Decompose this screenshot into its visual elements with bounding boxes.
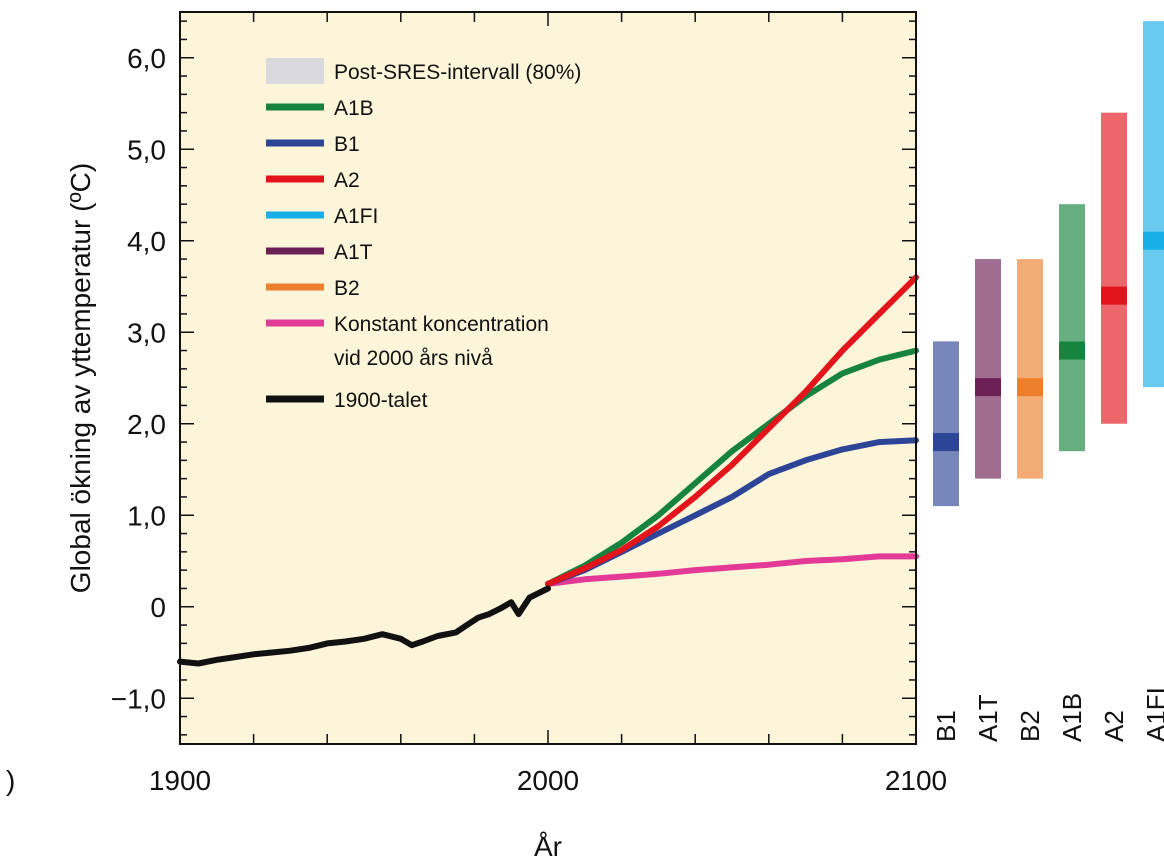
y-tick-label: 5,0 (127, 134, 166, 165)
range-bar-best-a1b (1059, 341, 1085, 360)
y-axis-title: Global ökning av yttemperatur (ºC) (65, 163, 96, 593)
range-bar-label: B2 (1015, 710, 1045, 742)
y-tick-label: 4,0 (127, 226, 166, 257)
legend-label: 1900-talet (334, 389, 428, 412)
x-axis-title: År (534, 831, 562, 862)
range-bar-best-a2 (1101, 286, 1127, 305)
series-line-20th_century (177, 585, 551, 667)
series-line-A1B (545, 347, 919, 587)
range-bar-best-a1t (975, 378, 1001, 397)
legend-label: B2 (334, 277, 360, 300)
legend-label: B1 (334, 133, 360, 156)
range-bar-a1t (975, 259, 1001, 479)
x-tick-label: 1900 (149, 765, 211, 796)
range-bar-label: A1FI (1141, 687, 1164, 742)
range-bar-label: A1T (973, 694, 1003, 742)
x-tick-label: 2100 (885, 765, 947, 796)
legend-label: A1FI (334, 205, 378, 228)
series-line-commitment (545, 553, 919, 587)
range-bar-label: A1B (1057, 693, 1087, 742)
legend-label: A1T (334, 241, 373, 264)
range-bar-best-b2 (1017, 378, 1043, 397)
range-bar-b2 (1017, 259, 1043, 479)
scenario-range-bars: B1 A1T B2 A1B A2 A1FI (931, 21, 1164, 742)
stray-tick-label: ) (6, 765, 15, 796)
y-tick-label: 1,0 (127, 500, 166, 531)
range-bar-b1 (933, 341, 959, 507)
range-bar-a1fi (1143, 21, 1164, 388)
legend-label: Post-SRES-intervall (80%) (334, 61, 581, 84)
y-tick-label: 0 (150, 592, 166, 623)
legend-label: Konstant koncentration (334, 313, 549, 336)
range-bar-a1b (1059, 204, 1085, 452)
y-tick-label: −1,0 (111, 683, 166, 714)
y-tick-label: 3,0 (127, 317, 166, 348)
legend-label: A2 (334, 169, 360, 192)
range-bar-a2 (1101, 112, 1127, 424)
legend-swatch (266, 58, 324, 84)
series-line-A2 (545, 274, 919, 587)
axis-ticks (179, 12, 917, 744)
series-lines (177, 274, 919, 667)
range-bar-label: B1 (931, 710, 961, 742)
y-tick-label: 6,0 (127, 43, 166, 74)
y-tick-label: 2,0 (127, 409, 166, 440)
x-tick-label: 2000 (517, 765, 579, 796)
axis-labels: −1,0 0 1,0 2,0 3,0 4,0 5,0 6,0 1900 2000 2100) År Gl… (6, 43, 947, 862)
plot-frame (179, 11, 917, 745)
legend-label: A1B (334, 97, 374, 120)
plot-background (180, 12, 916, 744)
range-bar-best-a1fi (1143, 231, 1164, 250)
legend: Post-SRES-intervall (80%) A1B B1 A2 A1FI A1T B… (266, 58, 581, 412)
range-bar-label: A2 (1099, 710, 1129, 742)
range-bar-best-b1 (933, 433, 959, 452)
legend-label: vid 2000 års nivå (334, 347, 493, 370)
